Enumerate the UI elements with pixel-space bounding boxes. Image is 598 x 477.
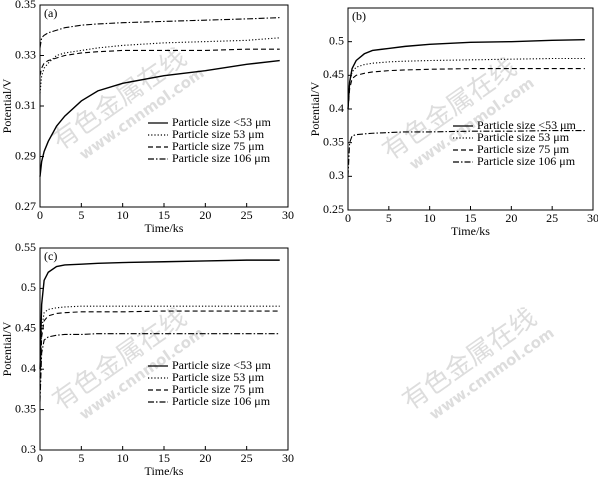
data-line — [39, 37, 280, 94]
y-tick-label: 0.45 — [15, 321, 36, 335]
data-line — [39, 259, 280, 370]
x-tick-label: 5 — [78, 208, 84, 222]
legend-label: Particle size <53 μm — [477, 118, 577, 132]
y-tick-label: 0.3 — [329, 168, 344, 182]
y-axis-label: Potential/V — [0, 78, 14, 133]
y-tick-label: 0.5 — [329, 33, 344, 47]
y-tick-label: 0.35 — [323, 134, 344, 148]
y-tick-label: 0.27 — [15, 199, 36, 213]
legend-label: Particle size 75 μm — [172, 139, 265, 153]
x-axis-label: Time/ks — [145, 464, 184, 477]
x-tick-label: 25 — [241, 208, 253, 222]
x-tick-label: 25 — [546, 211, 558, 225]
y-tick-label: 0.3 — [21, 442, 36, 456]
data-line — [347, 57, 585, 110]
x-tick-label: 10 — [117, 451, 129, 465]
legend-label: Particle size <53 μm — [172, 115, 272, 129]
legend-label: Particle size <53 μm — [172, 358, 272, 372]
x-tick-label: 0 — [345, 211, 351, 225]
x-tick-label: 30 — [282, 208, 294, 222]
y-tick-label: 0.45 — [323, 67, 344, 81]
x-tick-label: 15 — [158, 208, 170, 222]
x-tick-label: 10 — [424, 211, 436, 225]
legend-label: Particle size 53 μm — [477, 130, 570, 144]
legend-label: Particle size 53 μm — [172, 127, 265, 141]
data-line — [39, 310, 280, 386]
y-tick-label: 0.4 — [329, 101, 344, 115]
x-tick-label: 20 — [505, 211, 517, 225]
data-line — [347, 38, 585, 110]
legend-label: Particle size 53 μm — [172, 370, 265, 384]
y-tick-label: 0.35 — [15, 0, 36, 11]
x-tick-label: 15 — [465, 211, 477, 225]
x-tick-label: 0 — [37, 208, 43, 222]
data-line — [39, 59, 280, 177]
y-tick-label: 0.4 — [21, 361, 36, 375]
y-tick-label: 0.25 — [323, 202, 344, 216]
data-line — [39, 305, 280, 378]
x-tick-label: 0 — [37, 451, 43, 465]
y-axis-label: Potential/V — [0, 321, 14, 376]
data-line — [347, 130, 585, 177]
x-tick-label: 5 — [78, 451, 84, 465]
panel-label: (c) — [44, 249, 57, 263]
x-tick-label: 5 — [386, 211, 392, 225]
panel-label: (a) — [44, 6, 57, 20]
x-tick-label: 20 — [199, 208, 211, 222]
panel-label: (b) — [352, 9, 366, 23]
x-tick-label: 20 — [199, 451, 211, 465]
legend-label: Particle size 75 μm — [477, 142, 570, 156]
legend-label: Particle size 106 μm — [172, 394, 271, 408]
y-tick-label: 0.31 — [15, 98, 36, 112]
x-tick-label: 25 — [241, 451, 253, 465]
x-tick-label: 15 — [158, 451, 170, 465]
x-tick-label: 10 — [117, 208, 129, 222]
x-tick-label: 30 — [282, 451, 294, 465]
y-axis-label: Potential/V — [308, 81, 322, 136]
legend-label: Particle size 106 μm — [477, 154, 576, 168]
y-tick-label: 0.35 — [15, 401, 36, 415]
x-axis-label: Time/ks — [145, 221, 184, 235]
y-tick-label: 0.5 — [21, 280, 36, 294]
x-axis-label: Time/ks — [451, 224, 490, 238]
data-line — [39, 48, 280, 76]
y-tick-label: 0.55 — [15, 240, 36, 254]
y-tick-label: 0.33 — [15, 47, 36, 61]
data-line — [39, 17, 280, 49]
legend-label: Particle size 75 μm — [172, 382, 265, 396]
x-tick-label: 30 — [587, 211, 598, 225]
legend-label: Particle size 106 μm — [172, 151, 271, 165]
y-tick-label: 0.29 — [15, 148, 36, 162]
data-line — [39, 333, 280, 402]
